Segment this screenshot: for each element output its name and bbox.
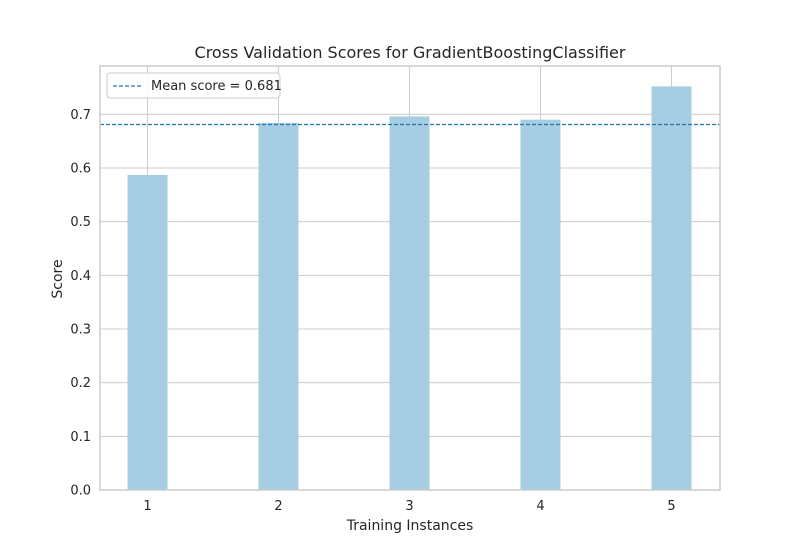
y-tick-label: 0.2 — [70, 376, 91, 391]
bar-1 — [127, 174, 168, 490]
x-tick-label: 1 — [143, 499, 151, 514]
bar-3 — [389, 116, 430, 491]
chart-title: Cross Validation Scores for GradientBoos… — [195, 43, 626, 62]
y-tick-label: 0.7 — [70, 108, 91, 123]
legend: Mean score = 0.681 — [106, 72, 282, 99]
plot-frame — [99, 65, 721, 491]
x-axis-label: Training Instances — [346, 518, 474, 534]
x-tick-label: 5 — [667, 499, 675, 514]
y-tick-labels: 0.0 0.1 0.2 0.3 0.4 0.5 0.6 0.7 — [70, 108, 91, 499]
y-tick-label: 0.6 — [70, 161, 91, 176]
bars — [127, 86, 692, 491]
bar-2 — [258, 122, 299, 490]
y-tick-label: 0.4 — [70, 269, 91, 284]
x-tick-labels: 1 2 3 4 5 — [143, 499, 675, 514]
y-tick-label: 0.5 — [70, 215, 91, 230]
legend-box — [106, 72, 281, 99]
y-tick-label: 0.1 — [70, 430, 91, 445]
x-tick-label: 2 — [274, 499, 282, 514]
legend-mean-label: Mean score = 0.681 — [151, 79, 282, 94]
y-tick-label: 0.3 — [70, 322, 91, 337]
y-axis-label: Score — [50, 259, 66, 298]
x-tick-label: 3 — [405, 499, 413, 514]
bar-4 — [520, 119, 561, 490]
x-tick-label: 4 — [536, 499, 544, 514]
y-tick-label: 0.0 — [70, 484, 91, 499]
bar-5 — [651, 86, 692, 491]
